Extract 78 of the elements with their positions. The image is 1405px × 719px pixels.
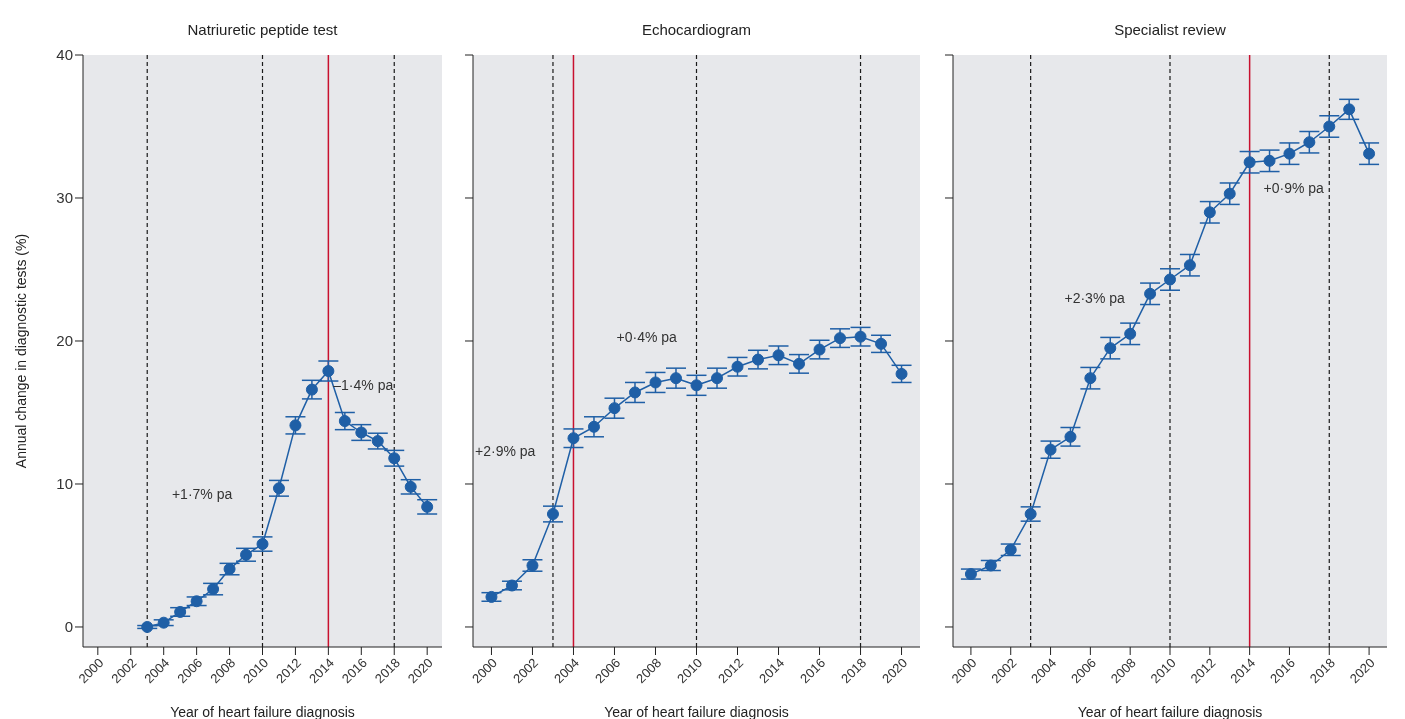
y-axis-title: Annual change in diagnostic tests (%) (12, 233, 29, 469)
point (1203, 206, 1216, 219)
x-axis-title: Year of heart failure diagnosis (1077, 704, 1263, 719)
point (338, 415, 351, 428)
point (223, 563, 236, 576)
point (355, 426, 368, 439)
point (1323, 120, 1336, 133)
y-tick-label: 20 (56, 332, 73, 350)
point (421, 500, 434, 513)
annotation: +2·3% pa (1064, 290, 1126, 307)
point (834, 332, 847, 345)
point (984, 559, 997, 572)
point (752, 353, 765, 366)
point (141, 620, 154, 633)
point (1223, 187, 1236, 200)
point (1164, 273, 1176, 286)
point (157, 616, 170, 629)
point (1183, 259, 1196, 272)
point (1263, 154, 1276, 167)
point (690, 379, 703, 392)
point (854, 330, 867, 343)
point (1343, 103, 1356, 116)
y-tick-label: 0 (64, 618, 73, 636)
annotation: +1·7% pa (171, 485, 233, 502)
y-tick-label: 40 (56, 46, 73, 64)
point (628, 386, 641, 399)
y-tick-label: 10 (56, 475, 73, 493)
point (404, 480, 417, 493)
point (526, 559, 539, 572)
x-axis-title: Year of heart failure diagnosis (604, 704, 789, 719)
point (1303, 136, 1316, 149)
point (649, 376, 662, 389)
point (813, 343, 826, 356)
chart-title: Specialist review (1113, 20, 1227, 40)
point (190, 595, 203, 608)
point (322, 365, 335, 378)
point (670, 372, 682, 385)
point (711, 372, 724, 385)
point (371, 435, 384, 448)
point (256, 538, 269, 551)
point (1124, 327, 1137, 340)
annotation: +2·9% pa (475, 443, 536, 460)
point (1044, 443, 1057, 456)
point (485, 590, 498, 603)
annotation: –1·4% pa (333, 377, 394, 394)
point (388, 452, 401, 465)
point (964, 568, 977, 581)
point (207, 583, 220, 596)
annotation: +0·9% pa (1263, 179, 1325, 196)
point (793, 357, 806, 370)
point (587, 420, 600, 433)
point (731, 360, 744, 373)
point (240, 548, 253, 561)
point (1064, 430, 1077, 443)
annotation: +0·4% pa (616, 328, 678, 345)
point (1104, 342, 1117, 355)
point (174, 605, 187, 618)
point (289, 419, 302, 432)
chart-title: Natriuretic peptide test (186, 20, 339, 40)
point (895, 367, 908, 380)
point (1243, 156, 1256, 169)
point (567, 432, 580, 445)
point (1024, 508, 1037, 521)
y-tick-label: 30 (56, 189, 73, 207)
point (1084, 372, 1097, 385)
chart-title: Echocardiogram (640, 20, 753, 40)
point (772, 349, 785, 362)
point (546, 508, 559, 521)
point (1363, 147, 1376, 160)
point (1144, 287, 1157, 300)
point (1004, 543, 1017, 556)
point (608, 402, 621, 415)
point (505, 579, 518, 592)
point (305, 383, 318, 396)
point (875, 337, 888, 350)
point (1283, 147, 1296, 160)
x-axis-title: Year of heart failure diagnosis (170, 704, 355, 719)
point (272, 482, 285, 495)
